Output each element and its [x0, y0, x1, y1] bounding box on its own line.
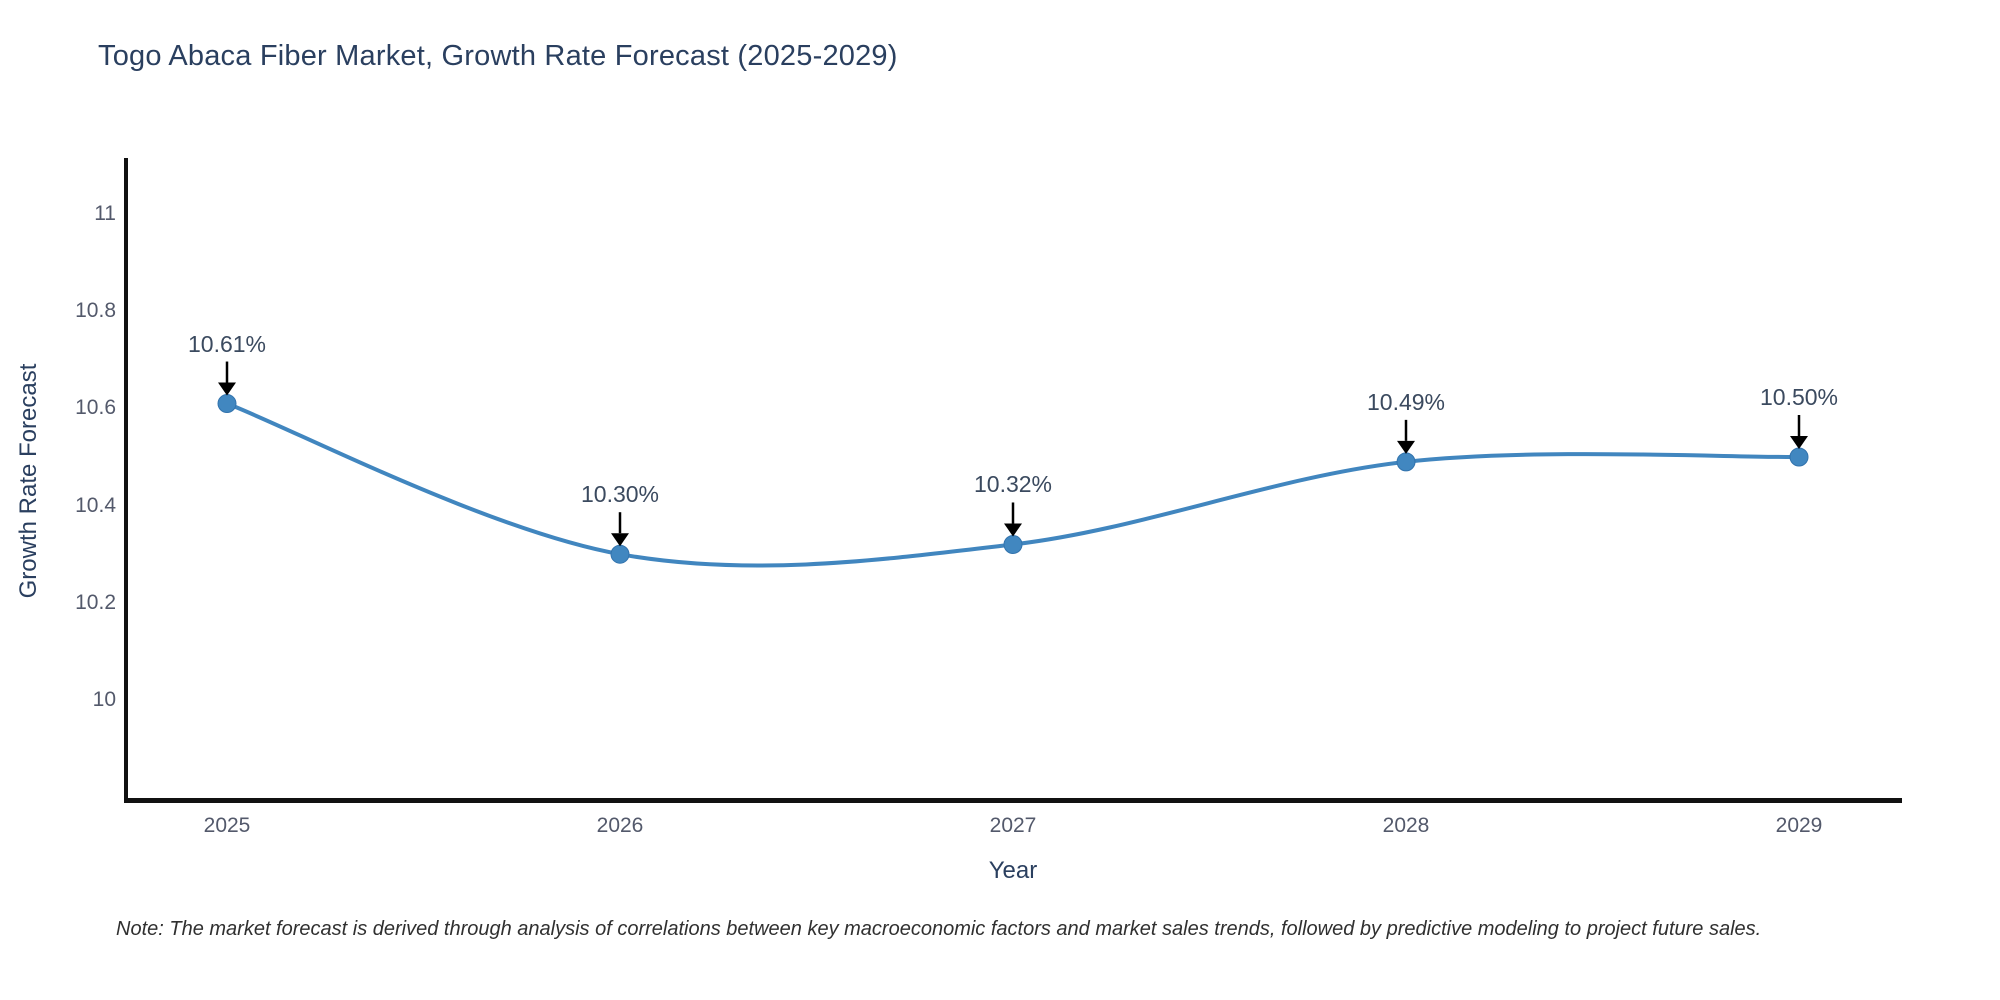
point-value-label: 10.49% [1366, 388, 1445, 415]
annotation-arrow-head [1397, 440, 1415, 454]
point-value-label: 10.50% [1759, 384, 1838, 410]
footnote: Note: The market forecast is derived thr… [116, 918, 1762, 940]
y-tick-label: 10.6 [75, 396, 116, 420]
x-tick-label: 2026 [596, 814, 644, 837]
x-axis-title: Year [988, 857, 1038, 884]
y-axis-title: Growth Rate Forecast [15, 363, 42, 599]
y-tick-label: 10.4 [75, 493, 116, 517]
data-point-marker [1396, 452, 1416, 472]
y-tick-label: 10.8 [75, 299, 116, 323]
data-point-marker [217, 394, 237, 414]
annotation-arrow-head [611, 533, 629, 547]
chart-title: Togo Abaca Fiber Market, Growth Rate For… [98, 40, 898, 72]
x-tick-label: 2025 [203, 814, 251, 837]
annotation-arrow-head [1790, 436, 1808, 449]
x-tick-label: 2029 [1775, 814, 1823, 837]
point-value-label: 10.30% [580, 481, 659, 508]
data-point-marker [1789, 447, 1809, 467]
point-value-label: 10.32% [973, 471, 1052, 498]
x-tick-label: 2027 [989, 814, 1037, 837]
y-axis-line [124, 158, 128, 803]
data-point-marker [1003, 534, 1023, 554]
y-tick-label: 11 [94, 202, 116, 225]
annotation-arrow-head [1004, 523, 1022, 537]
x-axis-line [124, 798, 1902, 803]
x-tick-label: 2028 [1382, 814, 1430, 837]
point-value-label: 10.61% [187, 330, 266, 357]
y-tick-label: 10.2 [75, 590, 116, 614]
data-point-marker [610, 544, 630, 564]
annotation-arrow-head [218, 382, 236, 396]
y-tick-label: 10 [92, 688, 116, 711]
